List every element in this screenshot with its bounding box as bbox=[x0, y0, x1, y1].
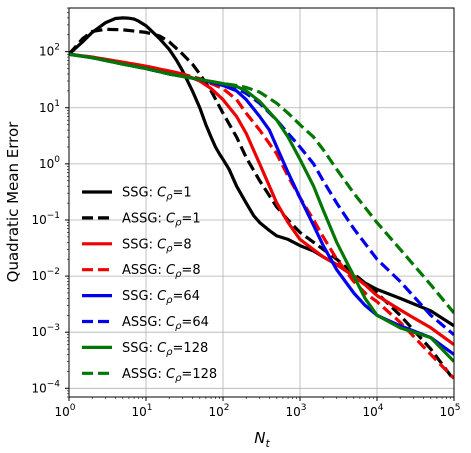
series-line-assg-7 bbox=[69, 52, 454, 315]
legend-label: ASSG: Cρ=64 bbox=[122, 315, 209, 332]
legend-label: SSG: Cρ=1 bbox=[122, 186, 192, 203]
x-tick-label: 100 bbox=[54, 403, 75, 419]
y-tick-label: 10−3 bbox=[31, 323, 60, 339]
x-axis-label: Nt bbox=[254, 429, 270, 450]
legend-label: SSG: Cρ=128 bbox=[122, 341, 208, 358]
x-tick-label: 101 bbox=[131, 403, 152, 419]
gridlines bbox=[69, 8, 454, 397]
x-tick-label: 102 bbox=[208, 403, 229, 419]
legend-label: ASSG: Cρ=8 bbox=[122, 263, 201, 280]
series-lines bbox=[69, 16, 454, 382]
legend-label: SSG: Cρ=8 bbox=[122, 237, 192, 254]
x-tick-label: 104 bbox=[362, 403, 383, 419]
series-line-assg-3 bbox=[69, 52, 454, 380]
y-tick-label: 10−4 bbox=[31, 379, 60, 395]
plot-frame bbox=[68, 7, 455, 398]
legend-label: ASSG: Cρ=1 bbox=[122, 211, 201, 228]
y-tick-label: 10−1 bbox=[31, 211, 60, 227]
y-tick-label: 102 bbox=[39, 43, 60, 59]
legend-label: ASSG: Cρ=128 bbox=[122, 367, 217, 384]
y-tick-label: 10−2 bbox=[31, 267, 60, 283]
legend-label: SSG: Cρ=64 bbox=[122, 289, 200, 306]
x-tick-label: 105 bbox=[439, 403, 460, 419]
y-tick-label: 100 bbox=[39, 155, 60, 171]
x-tick-label: 103 bbox=[285, 403, 306, 419]
legend: SSG: Cρ=1 ASSG: Cρ=1 SSG: Cρ=8 ASSG: Cρ=8 SS… bbox=[82, 186, 217, 384]
y-tick-label: 101 bbox=[39, 99, 60, 115]
y-axis-label: Quadratic Mean Error bbox=[4, 121, 22, 282]
axis-ticks: 100 101 102 103 104 105 10−4 10−3 10−2 10−1 100 101… bbox=[31, 7, 461, 419]
